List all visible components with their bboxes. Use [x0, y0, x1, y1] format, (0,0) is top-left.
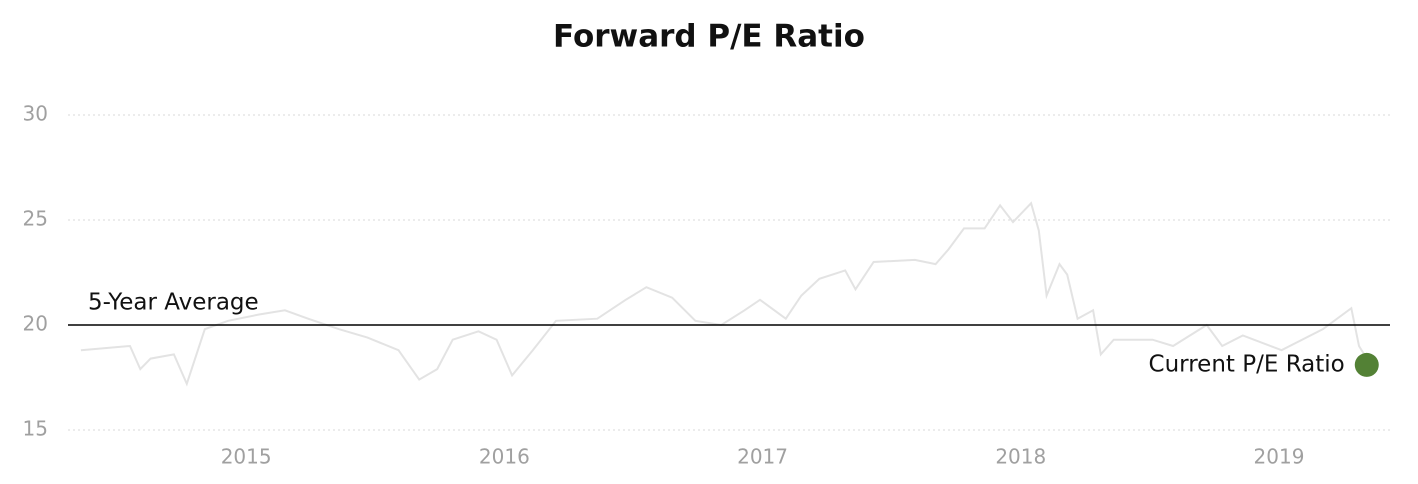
- current-dot: [1354, 352, 1379, 377]
- x-tick-label: 2015: [221, 445, 272, 469]
- y-tick-label: 20: [23, 312, 48, 336]
- y-tick-label: 30: [23, 102, 48, 126]
- chart-title: Forward P/E Ratio: [553, 19, 865, 55]
- y-tick-label: 25: [23, 207, 48, 231]
- x-tick-label: 2019: [1254, 445, 1305, 469]
- average-label: 5-Year Average: [88, 290, 259, 316]
- current-label: Current P/E Ratio: [1149, 351, 1345, 377]
- x-tick-label: 2017: [737, 445, 788, 469]
- y-tick-label: 15: [23, 417, 48, 441]
- x-tick-label: 2018: [995, 445, 1046, 469]
- pe-line: [80, 201, 1366, 387]
- x-tick-label: 2016: [479, 445, 530, 469]
